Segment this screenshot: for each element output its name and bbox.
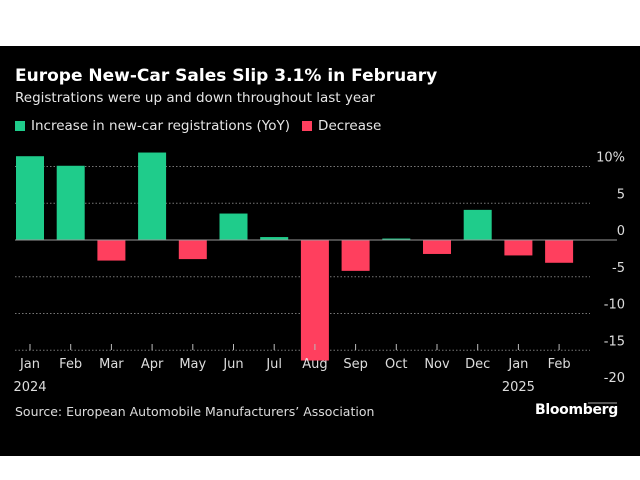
bar-0	[16, 156, 44, 240]
bar-6	[260, 237, 289, 240]
bar-13	[545, 240, 574, 263]
bar-9	[382, 238, 411, 240]
chart-title: Europe New-Car Sales Slip 3.1% in Februa…	[15, 66, 438, 86]
bar-2	[97, 240, 126, 261]
y-tick-label: -5	[612, 261, 625, 276]
bar-5	[219, 213, 248, 240]
x-tick-label: Oct	[385, 357, 407, 372]
chart-subtitle: Registrations were up and down throughou…	[15, 90, 375, 106]
bar-3	[138, 152, 167, 240]
x-tick-label: Mar	[99, 357, 124, 372]
x-tick-label: Sep	[343, 357, 368, 372]
bar-11	[463, 209, 492, 240]
bar-1	[56, 165, 85, 240]
y-tick-label: 10%	[596, 151, 625, 166]
bloomberg-logo: Bloomberg	[534, 402, 618, 418]
x-tick-label: Feb	[548, 357, 571, 372]
y-tick-label: -20	[604, 371, 625, 386]
legend-swatch-increase	[15, 121, 25, 131]
bar-8	[341, 240, 370, 271]
x-tick-label: Jul	[265, 357, 282, 372]
y-tick-label: 0	[617, 224, 625, 239]
x-year-label: 2024	[13, 380, 46, 395]
x-tick-label: Dec	[465, 357, 490, 372]
bar-4	[178, 240, 207, 260]
x-tick-label: May	[179, 357, 206, 372]
bar-7	[300, 240, 329, 361]
bar-10	[423, 240, 451, 254]
chart-panel: Europe New-Car Sales Slip 3.1% in Februa…	[0, 46, 640, 456]
x-tick-label: Nov	[424, 357, 450, 372]
x-tick-label: Jan	[19, 357, 40, 372]
y-tick-label: 5	[617, 187, 625, 202]
bar-chart: 10% 5 0 -5 -10 -15 -20 Jan 2024 Feb Mar Apr May Jun Ju…	[13, 151, 625, 404]
legend-label-decrease: Decrease	[318, 118, 382, 134]
source-note: Source: European Automobile Manufacturer…	[15, 404, 375, 419]
x-tick-label: Aug	[302, 357, 327, 372]
bar-12	[504, 240, 533, 256]
legend: Increase in new-car registrations (YoY) …	[15, 118, 381, 134]
y-tick-label: -10	[604, 298, 625, 313]
legend-label-increase: Increase in new-car registrations (YoY)	[31, 118, 291, 134]
x-year-label: 2025	[502, 380, 535, 395]
x-tick-label: Feb	[59, 357, 82, 372]
y-tick-label: -15	[604, 334, 625, 349]
x-tick-label: Jan	[507, 357, 528, 372]
legend-swatch-decrease	[302, 121, 313, 131]
x-tick-label: Jun	[222, 357, 243, 372]
x-tick-label: Apr	[141, 357, 164, 372]
